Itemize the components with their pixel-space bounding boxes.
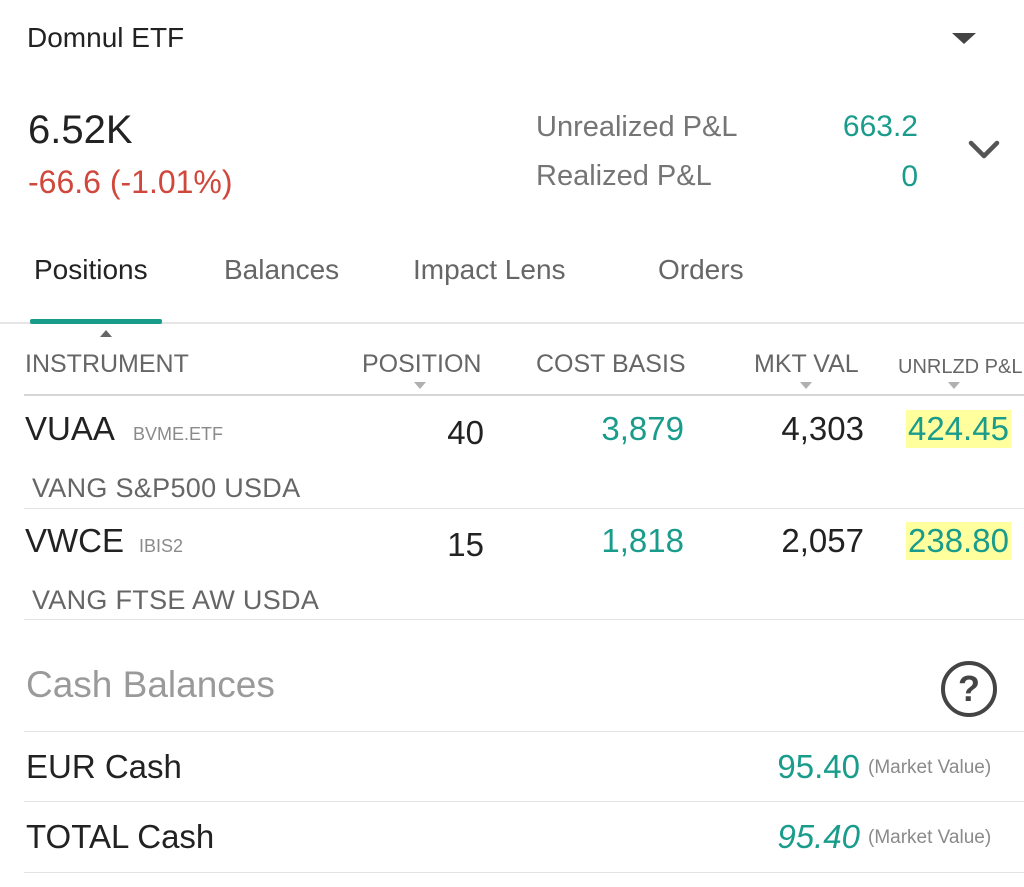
active-tab-indicator [30,319,162,324]
sort-indicator-icon[interactable] [948,382,960,389]
row-divider [24,508,1024,509]
tab-balances[interactable]: Balances [224,254,340,285]
row-exchange: BVME.ETF [133,424,224,444]
table-row[interactable]: VWCE IBIS2 15 1,818 2,057 238.80 VANG FT… [0,509,1024,619]
row-description: VANG FTSE AW USDA [32,585,320,615]
unrealized-pl-label: Unrealized P&L [536,111,738,143]
row-unrlzd-pl: 424.45 [906,410,1011,448]
header-position[interactable]: POSITION [362,350,482,378]
tab-orders[interactable]: Orders [658,254,744,285]
row-divider [24,619,1024,620]
header-divider [24,394,1024,396]
account-name[interactable]: Domnul ETF [27,22,185,53]
header-cost-basis[interactable]: COST BASIS [536,350,686,378]
row-cost-basis: 1,818 [601,522,684,559]
row-divider [24,731,1024,732]
row-symbol: VWCE [25,522,124,559]
row-description: VANG S&P500 USDA [32,473,301,503]
row-exchange: IBIS2 [139,536,184,556]
row-cost-basis: 3,879 [601,410,684,447]
row-symbol: VUAA [25,410,115,447]
realized-pl-value: 0 [901,160,918,193]
tab-divider [0,322,1024,324]
cash-value: 95.40 [777,818,860,855]
row-divider [24,872,1024,873]
row-mkt-val: 2,057 [781,522,864,559]
cash-row-eur[interactable]: EUR Cash 95.40 (Market Value) [0,732,1024,801]
cash-row-total[interactable]: TOTAL Cash 95.40 (Market Value) [0,802,1024,872]
header-unrlzd-pl[interactable]: UNRLZD P&L [898,356,1023,378]
table-row[interactable]: VUAA BVME.ETF 40 3,879 4,303 424.45 VANG… [0,396,1024,508]
row-position: 15 [447,526,484,563]
header-instrument[interactable]: INSTRUMENT [25,350,189,378]
sort-indicator-icon[interactable] [414,382,426,389]
tab-positions[interactable]: Positions [34,254,148,285]
unrealized-pl-value: 663.2 [842,110,918,143]
cash-label: EUR Cash [26,748,182,785]
daily-change: -66.6 (-1.01%) [28,164,233,200]
market-value-note: (Market Value) [868,757,992,778]
chevron-down-icon[interactable] [968,138,1000,162]
cash-label: TOTAL Cash [26,818,215,855]
header-mkt-val[interactable]: MKT VAL [754,350,859,378]
caret-down-icon[interactable] [952,33,976,44]
tab-impact-lens[interactable]: Impact Lens [413,254,566,285]
net-liquidation-value: 6.52K [28,108,133,152]
row-divider [24,801,1024,802]
cash-value: 95.40 [777,748,860,785]
sort-ascending-icon[interactable] [100,330,112,337]
realized-pl-label: Realized P&L [536,160,712,192]
row-mkt-val: 4,303 [781,410,864,447]
row-unrlzd-pl: 238.80 [906,522,1011,560]
market-value-note: (Market Value) [868,827,992,848]
sort-indicator-icon[interactable] [800,382,812,389]
cash-balances-title: Cash Balances [26,664,275,705]
row-position: 40 [447,414,484,451]
help-circle-icon[interactable]: ? [941,661,997,717]
